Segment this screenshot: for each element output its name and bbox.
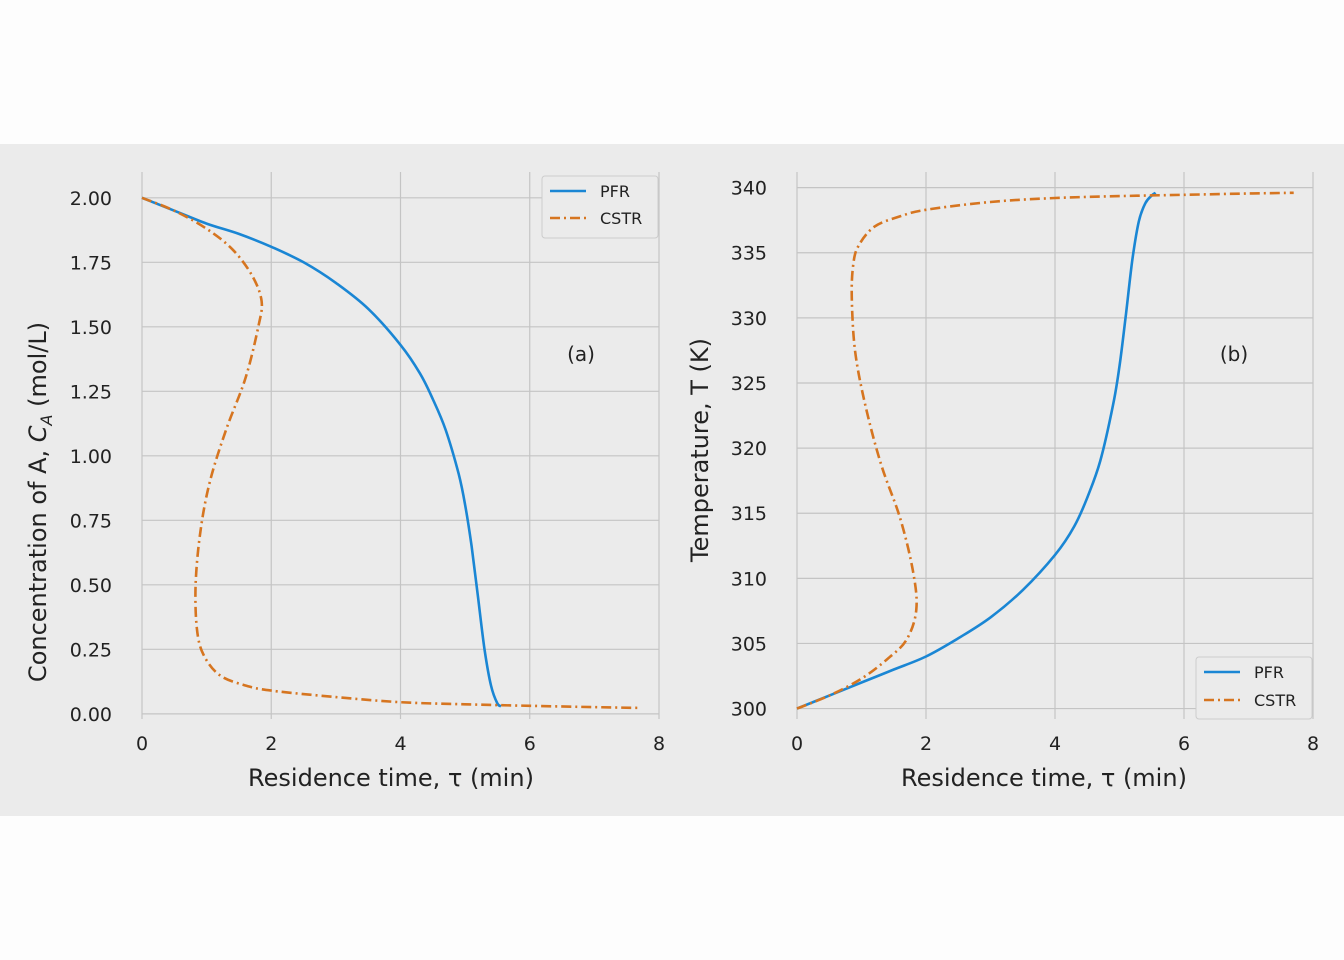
- figure: 0 2 4 6 8 0.00 0.25 0.50 0.75 1.00 1.25 1.50 1.75 2.…: [0, 144, 1344, 816]
- panel-b-y-tick-label: 335: [731, 243, 767, 265]
- panel-b-y-tick-label: 310: [731, 568, 767, 590]
- panel-b-x-tick-label: 4: [1049, 733, 1061, 755]
- panel-a-y-tick-label: 0.50: [70, 575, 112, 597]
- panel-a-x-tick-label: 0: [136, 733, 148, 755]
- panel-a-y-tick-label: 1.25: [70, 381, 112, 403]
- panel-b-y-tick-label: 315: [731, 503, 767, 525]
- panel-a-grid: [141, 172, 660, 719]
- figure-canvas: 0 2 4 6 8 0.00 0.25 0.50 0.75 1.00 1.25 1.50 1.75 2.…: [24, 172, 1319, 792]
- panel-a-y-tick-label: 0.25: [70, 639, 112, 661]
- panel-a-x-axis-label: Residence time, τ (min): [248, 764, 534, 792]
- panel-a-y-tick-label: 0.75: [70, 510, 112, 532]
- panel-a-legend: PFR CSTR: [541, 175, 659, 239]
- panel-b-y-axis-label: Temperature, T (K): [686, 338, 714, 563]
- panel-b-series-pfr-line: [796, 191, 1157, 710]
- panel-b-label: (b): [1220, 342, 1248, 366]
- panel-a-series: [141, 196, 640, 710]
- panel-b-x-tick-label: 2: [920, 733, 932, 755]
- panel-a-series-cstr-line: [141, 196, 640, 710]
- panel-a-y-tick-label: 1.50: [70, 317, 112, 339]
- panel-a-y-label-unit: (mol/L): [24, 322, 52, 415]
- panel-a-y-label-main: Concentration of A,: [24, 442, 52, 682]
- panel-b-series-cstr-line: [796, 191, 1294, 710]
- panel-b-y-tick-label: 320: [731, 438, 767, 460]
- panel-a-x-tick-label: 6: [524, 733, 536, 755]
- panel-b-y-tick-label: 330: [731, 308, 767, 330]
- panel-a-y-ticks: 0.00 0.25 0.50 0.75 1.00 1.25 1.50 1.75 2.00: [70, 188, 112, 726]
- panel-a-x-tick-label: 8: [653, 733, 665, 755]
- panel-b-x-axis-label: Residence time, τ (min): [901, 764, 1187, 792]
- panel-b-grid: [796, 172, 1314, 719]
- panel-a-y-tick-label: 1.00: [70, 446, 112, 468]
- panel-a-y-tick-label: 1.75: [70, 252, 112, 274]
- panel-a-x-tick-label: 4: [394, 733, 406, 755]
- panel-b-legend-pfr-label: PFR: [1254, 663, 1284, 682]
- panel-a-y-tick-label: 2.00: [70, 188, 112, 210]
- panel-a-series-pfr-line: [141, 196, 503, 708]
- panel-a-y-label-subscript: A: [37, 414, 56, 426]
- panel-a-x-tick-label: 2: [265, 733, 277, 755]
- panel-a-legend-pfr-label: PFR: [600, 182, 630, 201]
- panel-b: 0 2 4 6 8 300 305 310 315 320 325 330 335 340 Reside…: [686, 172, 1319, 792]
- panel-b-x-tick-label: 8: [1307, 733, 1319, 755]
- panel-b-x-ticks: 0 2 4 6 8: [791, 733, 1319, 755]
- panel-b-y-ticks: 300 305 310 315 320 325 330 335 340: [731, 178, 767, 721]
- panel-b-x-tick-label: 0: [791, 733, 803, 755]
- panel-a-label: (a): [567, 342, 595, 366]
- panel-b-y-tick-label: 325: [731, 373, 767, 395]
- panel-a-y-label-symbol: C: [24, 425, 52, 442]
- panel-b-legend: PFR CSTR: [1195, 656, 1313, 720]
- panel-b-y-tick-label: 305: [731, 633, 767, 655]
- panel-b-y-tick-label: 300: [731, 699, 767, 721]
- panel-b-x-tick-label: 6: [1178, 733, 1190, 755]
- panel-a-x-ticks: 0 2 4 6 8: [136, 733, 665, 755]
- panel-b-series: [796, 191, 1294, 710]
- panel-a-y-axis-label: Concentration of A, CA (mol/L): [24, 322, 56, 682]
- panel-a-y-tick-label: 0.00: [70, 704, 112, 726]
- panel-b-legend-cstr-label: CSTR: [1254, 691, 1296, 710]
- panel-b-y-tick-label: 340: [731, 178, 767, 200]
- panel-a-legend-cstr-label: CSTR: [600, 209, 642, 228]
- panel-a: 0 2 4 6 8 0.00 0.25 0.50 0.75 1.00 1.25 1.50 1.75 2.…: [24, 172, 665, 792]
